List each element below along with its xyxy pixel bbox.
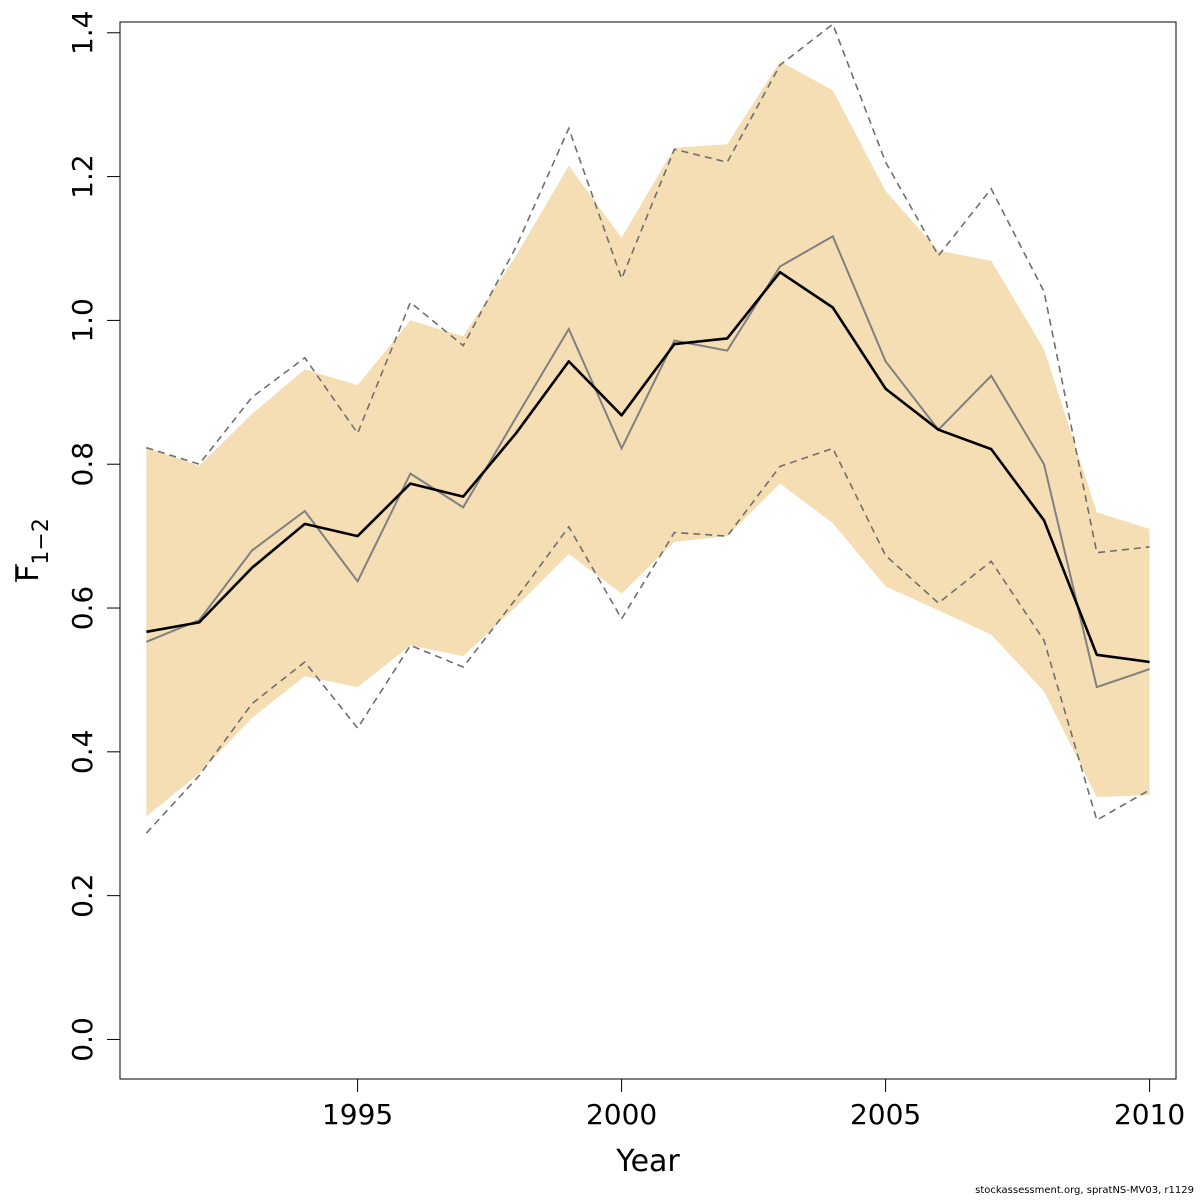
confidence-band-layer <box>146 61 1150 817</box>
source-credit: stockassessment.org, spratNS-MV03, r1129 <box>975 1185 1194 1196</box>
y-tick-label: 0.8 <box>66 442 99 487</box>
y-axis: 0.0 0.2 0.4 0.6 0.8 1.0 1.2 1.4 <box>66 11 121 1062</box>
y-axis-title: F1−2 <box>11 518 54 582</box>
x-axis: 1995 2000 2005 2010 <box>322 1078 1185 1131</box>
series-estimate <box>146 270 1150 664</box>
x-tick-label: 2005 <box>850 1098 921 1131</box>
y-tick-label: 0.4 <box>66 730 99 775</box>
y-tick-label: 0.0 <box>66 1017 99 1062</box>
svg-text:F1−2: F1−2 <box>11 518 54 582</box>
confidence-band <box>146 61 1150 817</box>
y-tick-label: 1.0 <box>66 298 99 343</box>
y-tick-label: 0.2 <box>66 873 99 918</box>
y-tick-label: 0.6 <box>66 586 99 631</box>
series-comparison-upper <box>146 22 1150 554</box>
y-axis-title-main: F <box>11 565 46 582</box>
x-axis-title: Year <box>615 1144 680 1179</box>
x-tick-label: 2000 <box>586 1098 657 1131</box>
x-tick-label: 1995 <box>322 1098 393 1131</box>
y-axis-title-subscript: 1−2 <box>29 518 54 564</box>
x-tick-label: 2010 <box>1114 1098 1185 1131</box>
y-tick-label: 1.4 <box>66 11 99 56</box>
series-lines-layer <box>145 22 1150 834</box>
y-tick-label: 1.2 <box>66 154 99 199</box>
series-comparison <box>146 234 1150 689</box>
series-comparison-lower <box>145 447 1150 834</box>
